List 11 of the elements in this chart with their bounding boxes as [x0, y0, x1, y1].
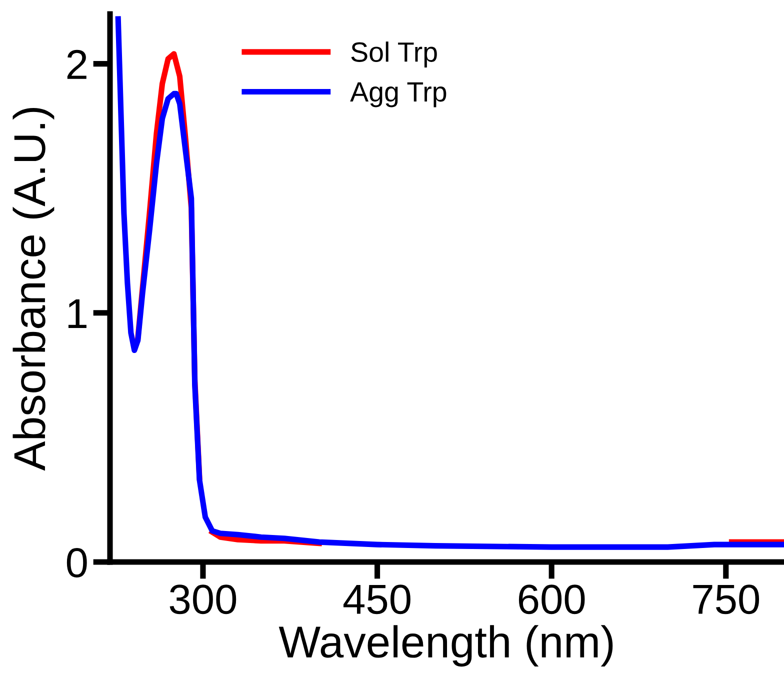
y-tick-label: 0 — [66, 548, 87, 578]
legend-label: Agg Trp — [350, 82, 446, 108]
x-axis-title: Wavelength (nm) — [278, 625, 613, 667]
x-tick-label: 750 — [693, 584, 760, 614]
y-tick-label: 2 — [67, 50, 86, 79]
x-tick-label: 300 — [170, 584, 236, 614]
y-tick-label: 1 — [68, 299, 86, 328]
x-tick-label: 450 — [343, 584, 410, 614]
legend-label: Sol Trp — [351, 42, 437, 68]
y-axis-title: Absorbance (A.U.) — [12, 108, 54, 471]
x-tick-label: 600 — [518, 584, 585, 614]
